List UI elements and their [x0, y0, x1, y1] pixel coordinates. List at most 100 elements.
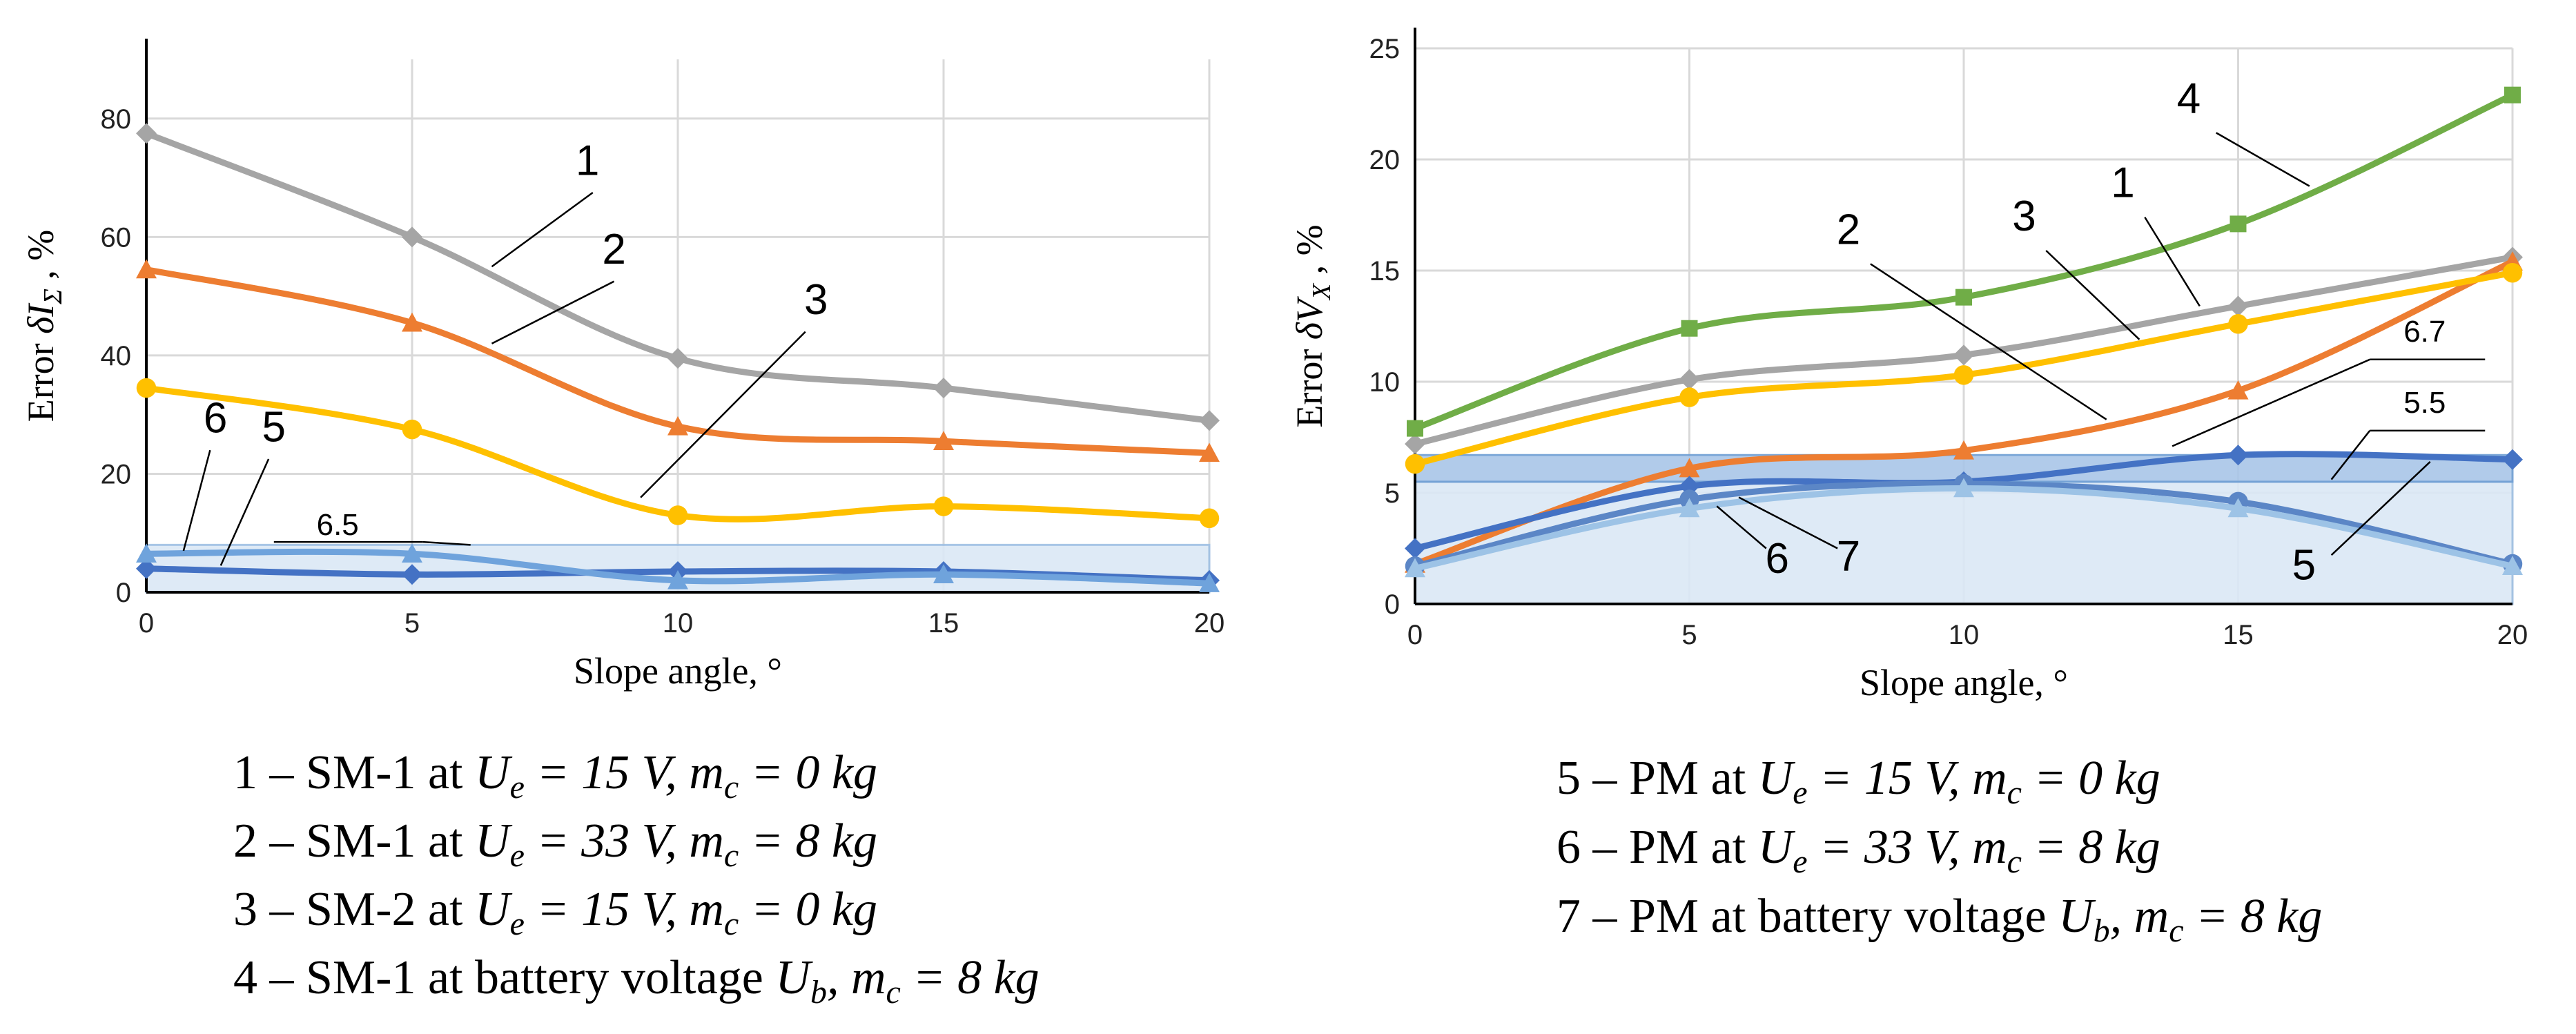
threshold-label: 6.5 [317, 508, 359, 542]
legend-entry: 5 – PM at Ue = 15 V, mc = 0 kg [1557, 752, 2160, 811]
callout-label: 6 [204, 394, 227, 442]
y-tick-label: 10 [1369, 367, 1401, 398]
data-point-7 [1405, 558, 1425, 578]
data-point-5 [136, 558, 157, 579]
callout-leader [1716, 505, 1767, 549]
legend-entry: 3 – SM-2 at Ue = 15 V, mc = 0 kg [233, 883, 877, 942]
data-point-2 [1953, 440, 1974, 460]
data-point-6 [933, 564, 954, 584]
y-tick-label: 25 [1369, 34, 1401, 64]
data-point-5 [402, 564, 422, 585]
data-point-3 [136, 378, 157, 398]
data-point-3 [402, 419, 422, 440]
y-tick-label: 15 [1369, 256, 1401, 286]
data-point-6 [402, 543, 422, 563]
callout-leader [2330, 461, 2431, 556]
data-point-1 [2227, 295, 2249, 317]
callout-label: 6 [1765, 535, 1788, 583]
y-tick-label: 0 [1385, 589, 1400, 620]
threshold-label: 6.7 [2403, 315, 2446, 349]
data-point-1 [1953, 344, 1974, 366]
x-tick-label: 15 [2223, 620, 2254, 650]
data-point-7 [2502, 556, 2523, 576]
legend-entry: 2 – SM-1 at Ue = 33 V, mc = 8 kg [233, 814, 877, 874]
callout-label: 2 [602, 226, 625, 273]
data-point-3 [2502, 262, 2523, 283]
legend-entry: 7 – PM at battery voltage Ub, mc = 8 kg [1557, 890, 2322, 949]
x-tick-label: 10 [663, 608, 694, 638]
callout-leader [182, 449, 211, 552]
threshold-label: 5.5 [2403, 386, 2446, 420]
data-point-7 [1953, 478, 1974, 498]
series-1 [136, 123, 1220, 431]
legend-entry: 1 – SM-1 at Ue = 15 V, mc = 0 kg [233, 746, 877, 806]
callout-label: 3 [2012, 193, 2036, 240]
x-axis-title: Slope angle, ° [574, 650, 782, 692]
data-point-4 [1955, 289, 1972, 306]
callout-label: 1 [2111, 159, 2134, 207]
data-point-2 [402, 312, 422, 332]
callout-label: 2 [1837, 206, 1860, 253]
x-tick-label: 0 [1407, 620, 1423, 650]
data-point-3 [1679, 387, 1699, 407]
y-axis-title: Error δVX , % [1289, 224, 1336, 427]
data-point-5 [1405, 538, 1425, 559]
series-2 [136, 259, 1220, 462]
x-axis-title: Slope angle, ° [1860, 662, 2068, 703]
data-point-2 [136, 259, 157, 279]
data-point-7 [2227, 498, 2249, 518]
data-point-4 [1681, 320, 1698, 337]
data-point-2 [933, 431, 954, 451]
data-point-1 [667, 348, 688, 369]
x-tick-label: 5 [404, 608, 420, 638]
series-6 [136, 543, 1220, 592]
y-tick-label: 60 [101, 222, 132, 253]
data-point-1 [136, 123, 157, 144]
data-point-7 [1679, 498, 1700, 518]
callout-leader [1870, 263, 2107, 420]
callout-leader [2216, 132, 2310, 187]
data-point-2 [1679, 458, 1700, 478]
callout-leader [2144, 217, 2201, 307]
legend-entry: 6 – PM at Ue = 33 V, mc = 8 kg [1557, 821, 2160, 880]
callout-label: 5 [2292, 542, 2316, 589]
series-4 [1407, 86, 2521, 437]
data-point-1 [1405, 433, 1425, 455]
data-point-6 [1199, 573, 1220, 592]
data-point-4 [2229, 215, 2247, 233]
data-point-3 [667, 505, 688, 525]
x-tick-label: 15 [928, 608, 959, 638]
callout-label: 4 [2177, 75, 2201, 122]
y-axis-title: Error δIΣ , % [20, 230, 68, 422]
callout-leader [491, 280, 615, 344]
x-tick-label: 10 [1949, 620, 1980, 650]
data-point-4 [2504, 86, 2521, 104]
data-point-3 [933, 496, 954, 516]
y-tick-label: 20 [101, 459, 132, 489]
data-point-2 [2227, 380, 2249, 400]
callout-label: 7 [1837, 533, 1860, 581]
callout-leader [219, 458, 270, 566]
data-point-5 [2502, 449, 2523, 470]
series-3 [136, 378, 1220, 529]
series-7 [1405, 478, 2523, 578]
data-point-3 [1405, 453, 1425, 474]
data-point-3 [2228, 314, 2248, 334]
callout-leader [640, 331, 806, 498]
data-point-1 [1679, 369, 1700, 390]
callout-label: 5 [262, 403, 286, 451]
data-point-2 [667, 416, 688, 436]
data-point-2 [1199, 442, 1220, 462]
data-point-5 [2227, 445, 2249, 466]
threshold-leader [2172, 358, 2370, 447]
legend-left: 1 – SM-1 at Ue = 15 V, mc = 0 kg 2 – SM-1… [233, 746, 1040, 1011]
data-point-1 [933, 378, 954, 399]
series-3 [1405, 262, 2523, 474]
data-point-1 [1199, 410, 1220, 431]
series-1 [1405, 246, 2523, 455]
y-tick-label: 40 [101, 341, 132, 371]
legend-right: 5 – PM at Ue = 15 V, mc = 0 kg 6 – PM at … [1557, 752, 2322, 949]
